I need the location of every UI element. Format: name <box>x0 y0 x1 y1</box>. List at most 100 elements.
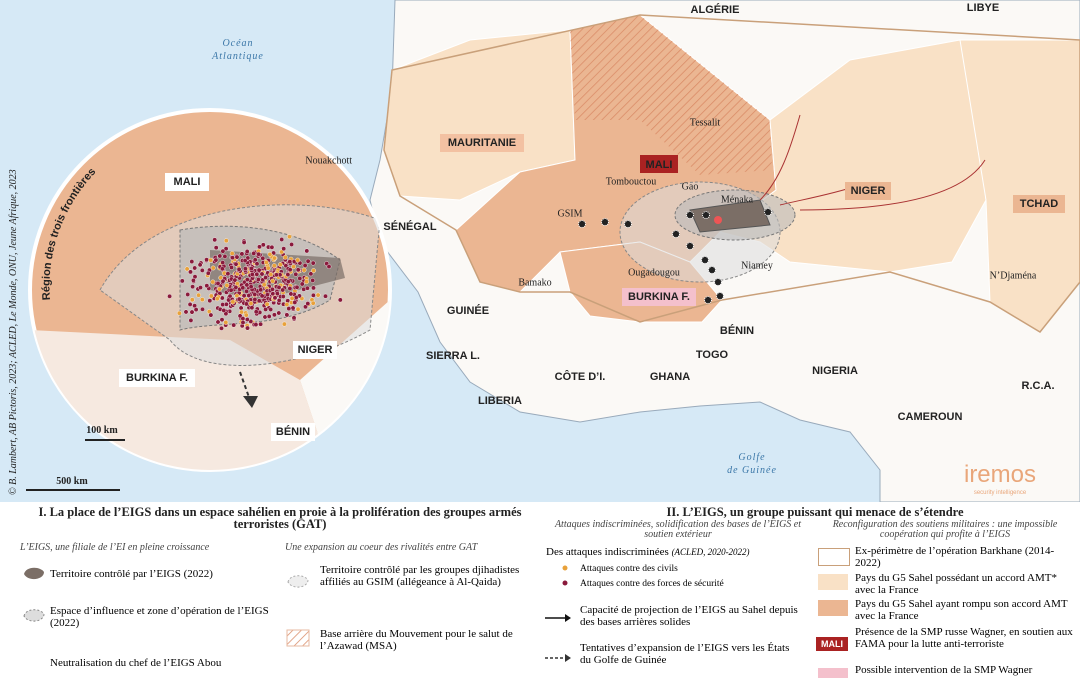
attack-dot <box>207 298 213 304</box>
city-label: Niamey <box>741 260 773 271</box>
map: ALGÉRIE LIBYE MAURITANIE MALI NIGER TCHAD SÉNÉ… <box>0 0 1080 502</box>
attack-dot <box>176 310 182 316</box>
attack-icon <box>764 208 772 216</box>
attack-icon <box>716 292 724 300</box>
attack-dot <box>287 259 293 265</box>
city-label: GSIM <box>557 208 582 219</box>
attack-dot <box>293 295 299 300</box>
attack-dot <box>208 257 214 263</box>
attack-dot <box>254 261 260 267</box>
attack-dot <box>219 325 224 331</box>
attack-icons <box>578 208 772 304</box>
city-label: Bamako <box>518 277 551 288</box>
country-label: LIBYE <box>967 2 999 14</box>
attack-dot <box>252 296 258 302</box>
attack-dot <box>289 242 294 247</box>
logo: iremos <box>964 461 1036 488</box>
attack-dot <box>230 299 236 305</box>
attack-dot <box>199 267 205 273</box>
attack-dot <box>240 285 246 291</box>
attack-dot <box>281 321 287 327</box>
attack-dot <box>192 265 198 271</box>
attack-dot <box>233 285 239 290</box>
attack-dot <box>279 237 285 242</box>
attack-dot <box>187 301 193 307</box>
attack-dot <box>280 294 286 299</box>
attack-dot <box>189 259 195 264</box>
niger-box <box>845 182 891 200</box>
city-label: Ménaka <box>721 194 754 205</box>
attack-dot <box>290 305 296 311</box>
attack-dot <box>263 260 269 265</box>
attack-dot <box>253 322 259 327</box>
attack-icon <box>601 218 609 226</box>
attack-dot <box>277 262 283 267</box>
country-label: GHANA <box>650 371 690 383</box>
attack-dot <box>287 267 293 273</box>
attack-dot <box>238 305 244 311</box>
legend-item: Base arrière du Mouvement pour le salut … <box>320 628 513 652</box>
attack-dot <box>262 314 268 320</box>
attack-dot <box>199 297 205 302</box>
inset-label: NIGER <box>298 344 333 356</box>
attack-dot <box>200 306 205 312</box>
mali-wagner-box <box>640 155 678 173</box>
attack-dot <box>219 295 225 301</box>
legend-item: Neutralisation du chef de l’EIGS Abou <box>50 657 222 669</box>
attack-dot <box>258 287 264 293</box>
attack-dot <box>297 275 303 281</box>
credit: © B. Lambert, AB Pictoris, 2023; ACLED, … <box>8 169 19 495</box>
legend-item: Territoire contrôlé par les groupes djih… <box>320 564 520 588</box>
attacks-title: Des attaques indiscriminées <box>546 546 669 558</box>
swatch <box>818 548 850 566</box>
attack-dot <box>220 248 226 254</box>
wagner-arrow <box>799 159 986 211</box>
country-label: BÉNIN <box>720 324 754 337</box>
country-label: CÔTE D’I. <box>555 370 606 383</box>
legend-item: Ex-périmètre de l’opération Barkhane (20… <box>855 545 1055 569</box>
legend-item: Attaques contre des forces de sécurité <box>580 579 724 589</box>
swatch <box>286 629 310 647</box>
attack-dot <box>252 257 258 263</box>
attack-dot <box>265 292 270 298</box>
country-label: BURKINA F. <box>628 291 690 303</box>
attack-dot <box>220 278 226 284</box>
attack-dot <box>244 288 250 294</box>
wagner-arrow <box>759 114 801 201</box>
mauritania-box <box>440 134 524 152</box>
inset-label-box <box>165 173 209 191</box>
attack-dot <box>259 271 265 277</box>
attack-dot <box>248 300 254 306</box>
attack-dot <box>289 295 295 301</box>
attack-dot <box>310 260 316 266</box>
attack-icon <box>672 230 680 238</box>
attack-dot <box>188 269 193 275</box>
attack-dot <box>255 277 261 282</box>
legend-item: Territoire contrôlé par l’EIGS (2022) <box>50 568 213 580</box>
legend-item: Espace d’influence et zone d’opération d… <box>50 605 269 629</box>
attack-icon <box>686 242 694 250</box>
attack-dot <box>256 251 261 257</box>
attack-dot <box>236 296 242 302</box>
attack-dot <box>252 291 258 297</box>
section1-subtitle: L’EIGS, une filiale de l’EI en pleine cr… <box>20 542 210 553</box>
section2-subtitle: Attaques indiscriminées, solidification … <box>554 519 802 540</box>
inset-label: MALI <box>174 176 201 188</box>
attack-dot <box>190 284 196 290</box>
city-label: Ougadougou <box>628 267 680 278</box>
attack-dot <box>308 271 314 277</box>
attack-dot <box>310 292 316 298</box>
attack-dot <box>210 279 216 285</box>
inset-label-box <box>119 369 195 387</box>
attack-dot <box>260 255 266 261</box>
attack-dot <box>242 266 248 272</box>
attack-dot <box>232 277 238 283</box>
attack-dot <box>223 246 229 252</box>
swatch <box>24 567 44 580</box>
attack-dot <box>287 286 293 291</box>
attack-dot <box>253 309 259 315</box>
sea-label: Océan <box>222 38 253 49</box>
attack-icon <box>714 278 722 286</box>
attack-dot <box>222 253 228 259</box>
